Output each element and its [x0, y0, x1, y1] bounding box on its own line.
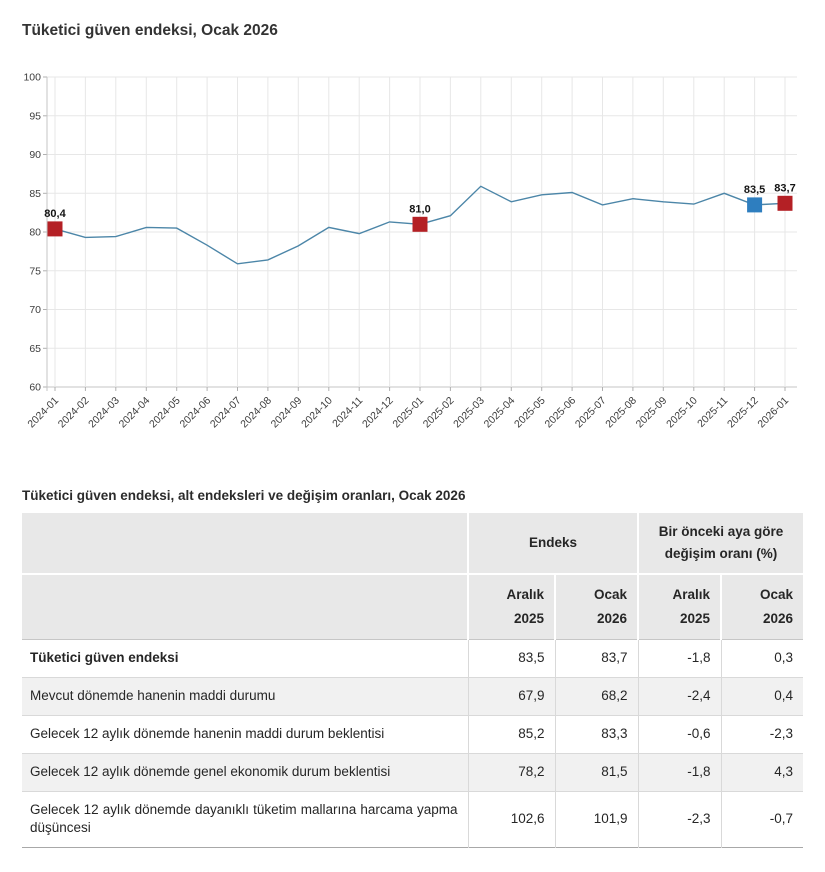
table-row: Mevcut dönemde hanenin maddi durumu 67,9 6… — [22, 676, 804, 716]
row-label: Tüketici güven endeksi — [22, 639, 468, 678]
value-cell: 81,5 — [554, 752, 638, 792]
corner-empty-cell — [22, 513, 468, 574]
data-point-label: 83,5 — [744, 184, 765, 196]
value-cell: -0,6 — [637, 714, 721, 754]
data-point-label: 81,0 — [409, 203, 430, 215]
data-point-marker — [47, 221, 63, 237]
x-axis-label: 2025-05 — [512, 395, 548, 431]
y-axis-label: 75 — [29, 265, 41, 277]
value-cell: 101,9 — [554, 790, 638, 848]
table-row: Gelecek 12 aylık dönemde dayanıklı tüket… — [22, 790, 804, 848]
subheader-empty-cell — [22, 573, 468, 640]
table-row: Tüketici güven endeksi 83,5 83,7 -1,8 0,3 — [22, 639, 804, 678]
subheader-cell: Ocak 2026 — [554, 573, 638, 640]
data-point-marker — [777, 195, 793, 211]
x-axis-label: 2025-04 — [482, 395, 518, 431]
value-cell: -1,8 — [637, 639, 721, 678]
value-cell: 102,6 — [467, 790, 555, 848]
table-row: Gelecek 12 aylık dönemde genel ekonomik … — [22, 752, 804, 792]
x-axis-label: 2025-01 — [390, 395, 426, 431]
x-axis-label: 2024-04 — [117, 395, 153, 431]
value-cell: 83,3 — [554, 714, 638, 754]
value-cell: 4,3 — [720, 752, 804, 792]
value-cell: -2,3 — [720, 714, 804, 754]
x-axis-label: 2024-03 — [86, 395, 122, 431]
table-row: Gelecek 12 aylık dönemde hanenin maddi d… — [22, 714, 804, 754]
subheader-cell: Aralık 2025 — [467, 573, 555, 640]
value-cell: 68,2 — [554, 676, 638, 716]
group-header-endeks: Endeks — [467, 513, 638, 574]
data-point-marker — [747, 197, 763, 213]
y-axis-label: 95 — [29, 110, 41, 122]
value-cell: -2,4 — [637, 676, 721, 716]
group-header-monthly-change: Bir önceki aya göre değişim oranı (%) — [636, 513, 804, 574]
x-axis-label: 2025-02 — [421, 395, 457, 431]
y-axis-label: 70 — [29, 304, 41, 316]
consumer-confidence-chart: 100 95 90 85 80 75 70 65 60 2024-01 2024-02 2024-03… — [22, 60, 803, 462]
x-axis-label: 2024-08 — [238, 395, 274, 431]
x-axis-label: 2024-05 — [147, 395, 183, 431]
data-point-label: 83,7 — [774, 182, 795, 194]
row-label: Gelecek 12 aylık dönemde dayanıklı tüket… — [22, 790, 468, 848]
value-cell: 83,7 — [554, 639, 638, 678]
index-table: Endeks Bir önceki aya göre değişim oranı… — [22, 513, 804, 849]
x-axis-label: 2025-10 — [664, 395, 700, 431]
table-body: Tüketici güven endeksi 83,5 83,7 -1,8 0,3 Mev… — [22, 639, 804, 848]
x-axis-label: 2024-10 — [299, 395, 335, 431]
y-axis-label: 90 — [29, 149, 41, 161]
y-axis-label: 100 — [23, 72, 41, 84]
row-label: Gelecek 12 aylık dönemde genel ekonomik … — [22, 752, 468, 792]
table-header: Endeks Bir önceki aya göre değişim oranı… — [22, 513, 804, 640]
y-axis-label: 80 — [29, 227, 41, 239]
value-cell: 0,3 — [720, 639, 804, 678]
x-axis-label: 2024-07 — [208, 395, 244, 431]
line-chart: 100 95 90 85 80 75 70 65 602024-012024-022024-03… — [23, 72, 797, 431]
x-axis-label: 2024-01 — [25, 395, 61, 431]
y-axis-label: 60 — [29, 382, 41, 394]
subheader-cell: Aralık 2025 — [637, 573, 721, 640]
x-axis-label: 2025-07 — [573, 395, 609, 431]
x-axis-label: 2025-12 — [725, 395, 761, 431]
group-header-row: Endeks Bir önceki aya göre değişim oranı… — [22, 513, 804, 574]
value-cell: 78,2 — [467, 752, 555, 792]
y-axis-label: 85 — [29, 188, 41, 200]
table-title: Tüketici güven endeksi, alt endeksleri v… — [22, 488, 466, 503]
value-cell: -0,7 — [720, 790, 804, 848]
value-cell: 85,2 — [467, 714, 555, 754]
x-axis-label: 2024-12 — [360, 395, 396, 431]
data-point-label: 80,4 — [44, 208, 66, 220]
row-label: Mevcut dönemde hanenin maddi durumu — [22, 676, 468, 716]
data-point-marker — [412, 216, 428, 232]
x-axis-label: 2025-11 — [695, 395, 730, 430]
value-cell: -2,3 — [637, 790, 721, 848]
row-label: Gelecek 12 aylık dönemde hanenin maddi d… — [22, 714, 468, 754]
subheader-cell: Ocak 2026 — [719, 573, 804, 640]
x-axis-label: 2024-09 — [269, 395, 305, 431]
x-axis-label: 2024-06 — [177, 395, 213, 431]
x-axis-label: 2025-08 — [603, 395, 639, 431]
x-axis-label: 2025-06 — [542, 395, 578, 431]
x-axis-label: 2024-11 — [330, 395, 365, 430]
x-axis-label: 2024-02 — [56, 395, 92, 431]
subheader-row: Aralık 2025 Ocak 2026 Aralık 2025 Ocak 2026 — [22, 573, 804, 640]
value-cell: 83,5 — [467, 639, 555, 678]
y-axis-label: 65 — [29, 343, 41, 355]
chart-title: Tüketici güven endeksi, Ocak 2026 — [22, 22, 278, 39]
x-axis-label: 2026-01 — [755, 395, 791, 431]
value-cell: -1,8 — [637, 752, 721, 792]
value-cell: 0,4 — [720, 676, 804, 716]
value-cell: 67,9 — [467, 676, 555, 716]
x-axis-label: 2025-03 — [451, 395, 487, 431]
x-axis-label: 2025-09 — [634, 395, 670, 431]
